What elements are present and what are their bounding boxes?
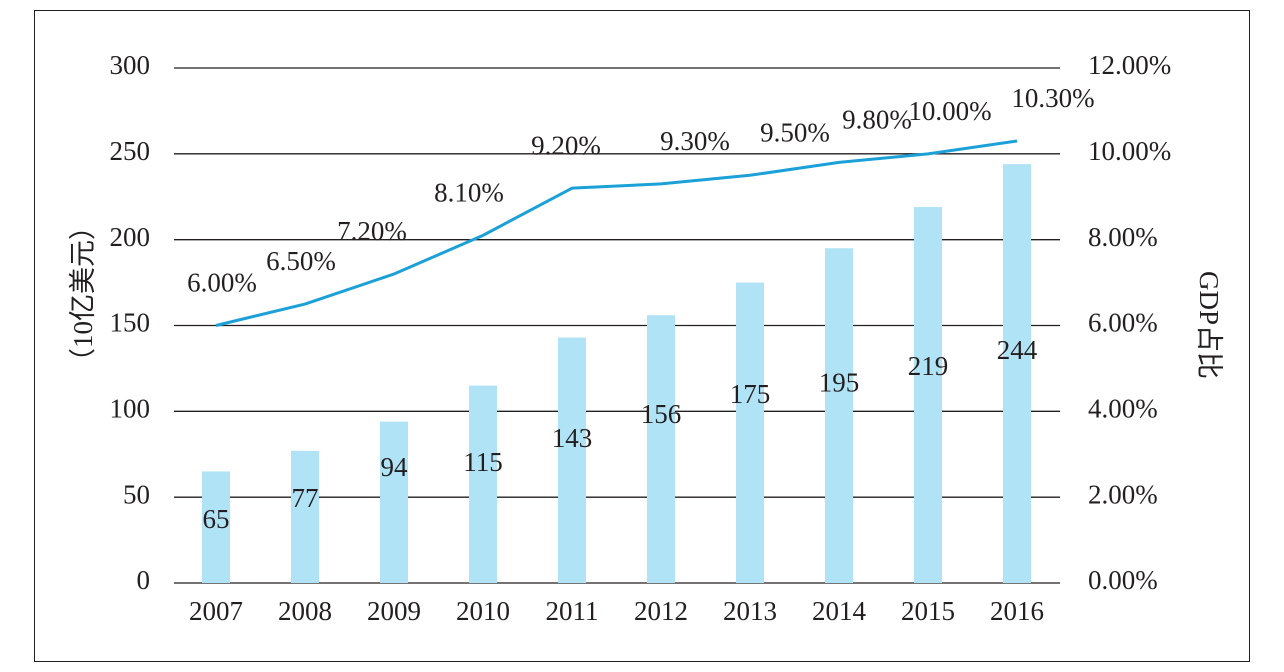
x-tick-label: 2014: [812, 596, 867, 626]
bar-value-label: 156: [641, 399, 682, 429]
x-tick-label: 2012: [634, 596, 688, 626]
line-series: [215, 139, 1018, 327]
bar-value-label: 143: [552, 423, 593, 453]
bar-value-label: 65: [203, 504, 230, 534]
bar-value-label: 94: [381, 452, 409, 482]
bar-value-label: 219: [908, 351, 949, 381]
bar-value-label: 115: [463, 447, 503, 477]
y-axis-left-title: （10亿美元）: [68, 213, 98, 375]
chart-frame: [34, 10, 1250, 662]
y-right-tick-label: 10.00%: [1088, 136, 1171, 166]
bar: [647, 315, 675, 583]
line-value-label: 6.00%: [187, 268, 257, 298]
bar-value-label: 244: [997, 335, 1038, 365]
axis-ticks: 0 0.00% 50 2.00% 100 4.00% 150 6.00% 200 8.00% 250…: [110, 50, 1172, 626]
y-right-tick-label: 6.00%: [1088, 308, 1158, 338]
y-left-tick-label: 250: [110, 136, 151, 166]
x-tick-label: 2007: [189, 596, 243, 626]
y-left-tick-label: 300: [110, 50, 151, 80]
y-right-tick-label: 0.00%: [1088, 565, 1158, 595]
y-left-tick-label: 0: [137, 565, 151, 595]
line-value-label: 9.20%: [531, 130, 601, 160]
y-right-tick-label: 8.00%: [1088, 222, 1158, 252]
bar: [380, 421, 408, 583]
y-left-tick-label: 50: [123, 479, 150, 509]
line-value-label: 6.50%: [266, 246, 336, 276]
x-tick-label: 2013: [723, 596, 777, 626]
bar: [291, 450, 319, 583]
line-value-label: 9.30%: [660, 126, 730, 156]
bar: [469, 385, 497, 583]
x-tick-label: 2011: [546, 596, 599, 626]
bar: [736, 282, 764, 583]
bar: [825, 248, 853, 583]
line-value-label: 8.10%: [434, 178, 504, 208]
bar: [1003, 164, 1031, 583]
x-tick-label: 2010: [456, 596, 510, 626]
x-tick-label: 2016: [990, 596, 1044, 626]
bar-value-label: 175: [730, 379, 771, 409]
y-right-tick-label: 2.00%: [1088, 479, 1158, 509]
y-right-tick-label: 12.00%: [1088, 50, 1171, 80]
line-value-label: 10.30%: [1011, 83, 1094, 113]
line-value-label: 9.80%: [842, 105, 912, 135]
bar-series: [202, 164, 1031, 584]
line-value-label: 10.00%: [908, 96, 991, 126]
y-right-tick-label: 4.00%: [1088, 394, 1158, 424]
x-tick-label: 2008: [278, 596, 332, 626]
y-left-tick-label: 150: [110, 308, 151, 338]
data-labels: 65 77 94 115 143 156 175 195 219 244 6.00% 6.50%7.2…: [187, 83, 1095, 534]
bar-value-label: 77: [292, 483, 319, 513]
line-path: [215, 139, 1018, 327]
gridlines: [174, 67, 1060, 584]
bar: [914, 207, 942, 584]
y-axis-right-title: GDP占比: [1194, 271, 1224, 379]
x-tick-label: 2015: [901, 596, 955, 626]
y-left-tick-label: 200: [110, 222, 151, 252]
bar-value-label: 195: [819, 368, 860, 398]
bar: [202, 471, 230, 583]
bar: [558, 337, 586, 583]
x-tick-label: 2009: [367, 596, 421, 626]
line-value-label: 9.50%: [760, 117, 830, 147]
line-value-label: 7.20%: [337, 216, 407, 246]
y-left-tick-label: 100: [110, 394, 151, 424]
